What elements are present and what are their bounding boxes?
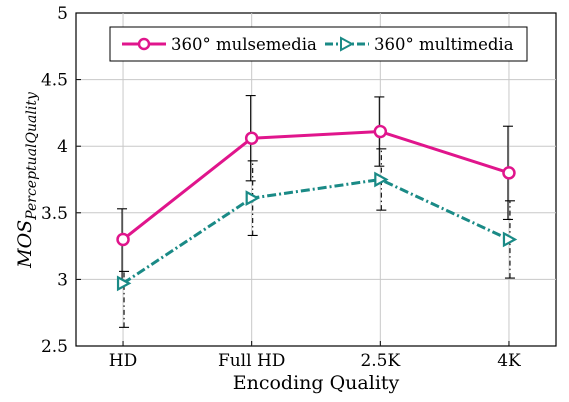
legend-item-multimedia: 360° multimedia bbox=[325, 35, 514, 54]
plot-area bbox=[75, 12, 557, 347]
series-mulsemedia bbox=[116, 95, 516, 283]
y-axis-label-main: MOS bbox=[14, 220, 36, 269]
x-tick-label: 2.5K bbox=[360, 351, 400, 371]
legend-label-mulsemedia: 360° mulsemedia bbox=[171, 35, 317, 54]
legend-label-multimedia: 360° multimedia bbox=[374, 35, 514, 54]
legend-marker-mulsemedia bbox=[137, 37, 151, 51]
data-point-multimedia bbox=[374, 171, 389, 188]
data-point-multimedia bbox=[502, 231, 518, 248]
x-axis-label: Encoding Quality bbox=[233, 372, 400, 394]
series-layer bbox=[116, 95, 518, 328]
y-axis-label: MOSPerceptualQuality bbox=[14, 91, 40, 269]
legend-item-mulsemedia: 360° mulsemedia bbox=[122, 35, 317, 54]
y-tick-label: 3 bbox=[57, 270, 68, 290]
data-point-multimedia bbox=[116, 275, 132, 292]
data-point-multimedia bbox=[245, 190, 260, 207]
y-tick-label: 4 bbox=[57, 137, 68, 157]
data-point-mulsemedia bbox=[502, 166, 516, 180]
y-tick-label: 2.5 bbox=[41, 337, 68, 357]
data-point-mulsemedia bbox=[244, 131, 259, 145]
data-point-mulsemedia bbox=[373, 124, 388, 139]
grid bbox=[76, 13, 556, 346]
series-line-mulsemedia bbox=[122, 130, 510, 241]
legend: 360° mulsemedia 360° multimedia bbox=[109, 26, 528, 62]
x-tick-label: 4K bbox=[497, 351, 521, 371]
data-point-mulsemedia bbox=[116, 232, 130, 247]
legend-marker-multimedia bbox=[340, 36, 355, 52]
x-tick-label: HD bbox=[109, 351, 137, 371]
y-axis-label-sub: PerceptualQuality bbox=[24, 91, 40, 221]
x-tick-label: Full HD bbox=[218, 351, 285, 371]
y-tick-label: 3.5 bbox=[41, 204, 68, 224]
series-multimedia bbox=[116, 148, 518, 328]
axis-ticks: 2.5 3 3.5 4 4.5 5 HD Full HD 2.5K 4K bbox=[41, 4, 521, 371]
legend-box bbox=[109, 26, 528, 62]
y-tick-label: 4.5 bbox=[41, 71, 68, 91]
y-tick-label: 5 bbox=[57, 4, 68, 24]
